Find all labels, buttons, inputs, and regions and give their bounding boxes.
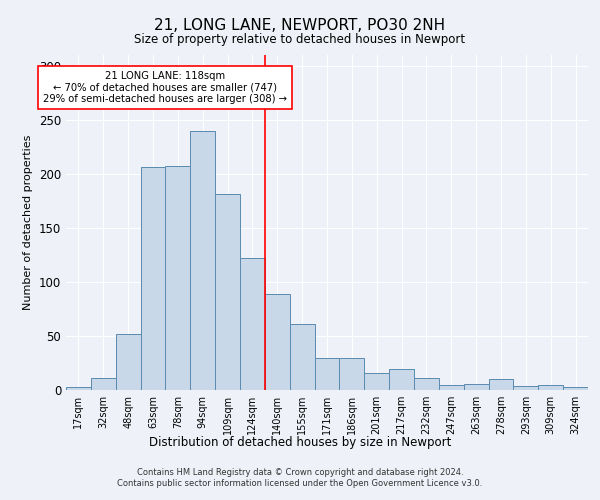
Text: 21 LONG LANE: 118sqm
← 70% of detached houses are smaller (747)
29% of semi-deta: 21 LONG LANE: 118sqm ← 70% of detached h… — [43, 71, 287, 104]
Bar — [116, 334, 140, 390]
Bar — [414, 378, 439, 390]
Text: Size of property relative to detached houses in Newport: Size of property relative to detached ho… — [134, 32, 466, 46]
Bar — [439, 384, 464, 390]
Bar — [389, 370, 414, 390]
Text: Contains HM Land Registry data © Crown copyright and database right 2024.
Contai: Contains HM Land Registry data © Crown c… — [118, 468, 482, 487]
Bar — [364, 372, 389, 390]
Bar — [265, 294, 290, 390]
Bar — [314, 358, 340, 390]
Bar — [340, 358, 364, 390]
Bar — [215, 194, 240, 390]
Bar — [190, 130, 215, 390]
Bar — [91, 378, 116, 390]
Bar — [66, 387, 91, 390]
Bar — [464, 384, 488, 390]
Y-axis label: Number of detached properties: Number of detached properties — [23, 135, 34, 310]
Bar — [563, 387, 588, 390]
Bar — [240, 258, 265, 390]
Text: 21, LONG LANE, NEWPORT, PO30 2NH: 21, LONG LANE, NEWPORT, PO30 2NH — [154, 18, 446, 32]
Bar — [538, 384, 563, 390]
Text: Distribution of detached houses by size in Newport: Distribution of detached houses by size … — [149, 436, 451, 449]
Bar — [514, 386, 538, 390]
Bar — [140, 168, 166, 390]
Bar — [290, 324, 314, 390]
Bar — [488, 379, 514, 390]
Bar — [166, 166, 190, 390]
